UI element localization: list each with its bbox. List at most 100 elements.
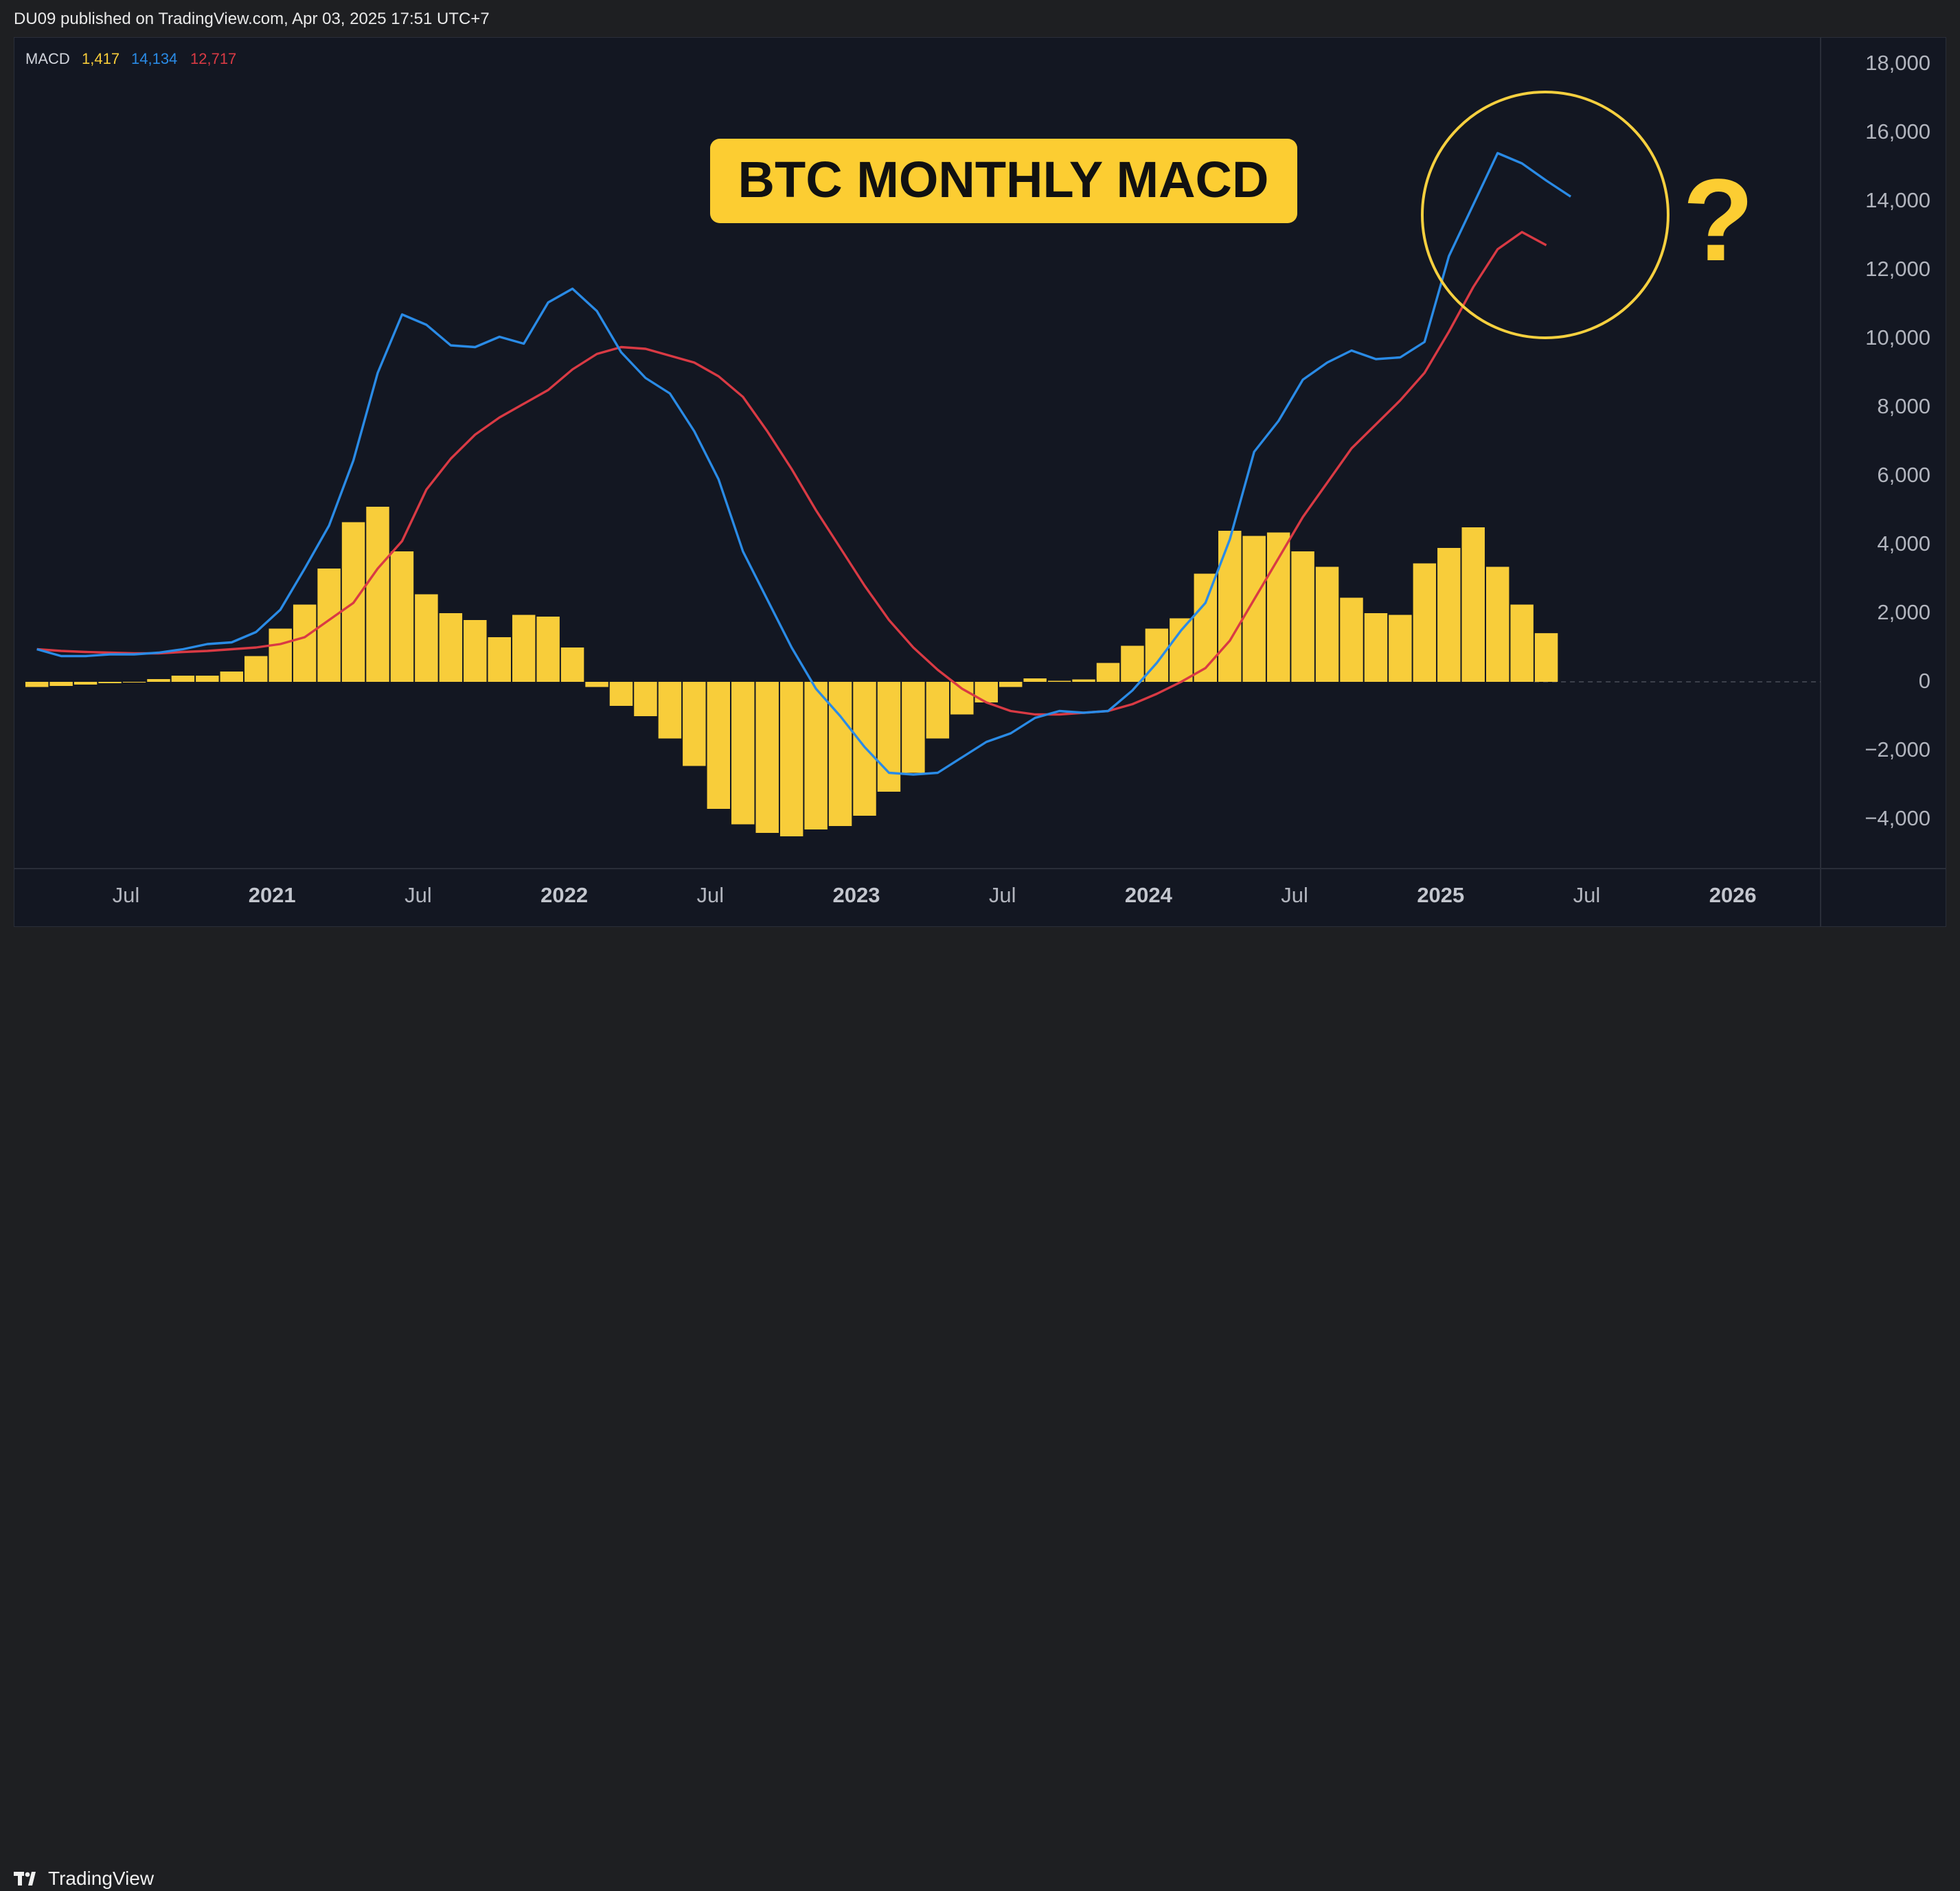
y-tick-label: 0 (1919, 669, 1930, 693)
histogram-bar (902, 682, 925, 773)
histogram-bar (1461, 527, 1485, 682)
histogram-bar (1121, 645, 1144, 682)
x-tick-label: 2022 (540, 883, 588, 907)
histogram-bar (634, 682, 657, 716)
histogram-bar (828, 682, 852, 826)
title-annotation: BTC MONTHLY MACD (710, 139, 1297, 223)
histogram-bar (560, 647, 584, 682)
y-tick-label: 14,000 (1865, 188, 1930, 212)
y-tick-label: −2,000 (1865, 737, 1930, 761)
legend-signal-value: 12,717 (190, 50, 236, 67)
histogram-bar (731, 682, 755, 825)
y-tick-label: −4,000 (1865, 806, 1930, 830)
histogram-bar (1072, 679, 1095, 682)
x-tick-label: 2026 (1709, 883, 1757, 907)
y-tick-label: 12,000 (1865, 257, 1930, 281)
footer-bar: TradingView (0, 927, 1960, 1889)
histogram-bar (269, 628, 292, 682)
histogram-bar (1242, 536, 1266, 682)
histogram-bar (1364, 613, 1388, 682)
x-tick-label: Jul (404, 883, 432, 907)
histogram-bar (683, 682, 706, 766)
histogram-bar (49, 682, 73, 686)
histogram-bar (658, 682, 682, 739)
macd-lines (36, 152, 1572, 776)
histogram-bar (707, 682, 731, 809)
histogram-bar (1389, 615, 1412, 682)
tradingview-brand[interactable]: TradingView (14, 1866, 154, 1891)
histogram-bar (1534, 633, 1558, 682)
histogram-bar (1437, 548, 1461, 682)
y-tick-label: 10,000 (1865, 325, 1930, 349)
histogram-bar (975, 682, 998, 702)
legend-histogram-value: 1,417 (82, 50, 119, 67)
histogram-bars (25, 507, 1558, 836)
tradingview-brand-text: TradingView (48, 1868, 155, 1889)
publish-info: DU09 published on TradingView.com, Apr 0… (14, 10, 490, 28)
x-tick-label: 2025 (1417, 883, 1464, 907)
histogram-bar (1340, 597, 1363, 682)
histogram-bar (1485, 566, 1509, 682)
histogram-bar (877, 682, 901, 792)
chart-title-text: BTC MONTHLY MACD (738, 151, 1269, 208)
histogram-bar (1218, 531, 1242, 682)
macd-line (36, 152, 1572, 776)
x-tick-label: 2023 (833, 883, 880, 907)
legend: MACD 1,417 14,134 12,717 (25, 50, 236, 67)
y-tick-label: 4,000 (1877, 531, 1930, 555)
x-tick-label: Jul (1573, 883, 1601, 907)
histogram-bar (147, 679, 170, 682)
histogram-bar (853, 682, 876, 816)
x-tick-label: Jul (696, 883, 724, 907)
x-tick-label: 2024 (1125, 883, 1173, 907)
histogram-bar (1170, 618, 1193, 682)
histogram-bar (1194, 573, 1218, 682)
signal-line (36, 231, 1547, 716)
histogram-bar (25, 682, 49, 687)
histogram-bar (950, 682, 974, 715)
histogram-bar (293, 604, 317, 682)
x-tick-label: Jul (1281, 883, 1308, 907)
header-bar: DU09 published on TradingView.com, Apr 0… (0, 0, 1960, 37)
histogram-bar (779, 682, 804, 836)
histogram-bar (585, 682, 608, 687)
histogram-bar (926, 682, 950, 739)
x-tick-label: Jul (989, 883, 1016, 907)
chart-panel[interactable]: −4,000 −2,000 0 2,000 4,000 6,000 8,000 10,000 1… (14, 37, 1946, 927)
legend-macd-value: 14,134 (131, 50, 177, 67)
histogram-bar (171, 676, 195, 682)
histogram-bar (439, 613, 463, 682)
axes-layer: −4,000 −2,000 0 2,000 4,000 6,000 8,000 10,000 1… (14, 38, 1946, 926)
annotation-layer: BTC MONTHLY MACD? (710, 91, 1754, 339)
highlight-circle-icon (1421, 91, 1670, 339)
histogram-bar (1510, 604, 1534, 682)
x-tick-label: 2021 (249, 883, 296, 907)
y-tick-label: 16,000 (1865, 119, 1930, 144)
tradingview-logo-icon (14, 1872, 36, 1886)
y-tick-label: 6,000 (1877, 463, 1930, 487)
histogram-bar (73, 682, 98, 685)
legend-name: MACD (25, 50, 70, 67)
histogram-bar (122, 682, 146, 683)
title-box (710, 139, 1297, 223)
histogram-bar (1047, 680, 1071, 682)
histogram-bar (536, 617, 560, 682)
histogram-bar (196, 676, 219, 682)
y-tick-label: 8,000 (1877, 394, 1930, 418)
histogram-bar (1413, 563, 1437, 682)
histogram-bar (366, 507, 389, 682)
histogram-bar (512, 615, 536, 682)
x-tick-label: Jul (113, 883, 140, 907)
question-mark: ? (1683, 155, 1754, 286)
histogram-bar (464, 620, 487, 682)
histogram-bar (1145, 628, 1169, 682)
y-tick-label: 18,000 (1865, 51, 1930, 75)
histogram-bar (390, 551, 414, 682)
histogram-bar (804, 682, 828, 829)
histogram-bar (488, 637, 511, 682)
histogram-bar (755, 682, 779, 833)
histogram-bar (1291, 551, 1314, 682)
histogram-bar (609, 682, 633, 706)
macd-chart[interactable]: −4,000 −2,000 0 2,000 4,000 6,000 8,000 10,000 1… (14, 38, 1946, 926)
y-tick-label: 2,000 (1877, 600, 1930, 624)
